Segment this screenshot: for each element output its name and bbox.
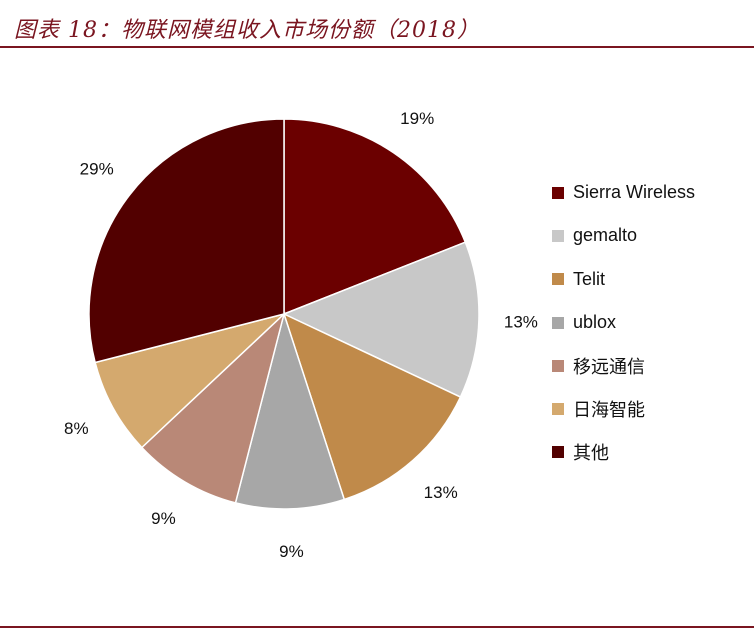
legend-item: Telit: [552, 258, 695, 301]
legend-label: ublox: [573, 312, 616, 333]
legend-swatch: [552, 403, 564, 415]
legend-label: 日海智能: [573, 396, 645, 422]
data-label-4: 9%: [279, 542, 304, 561]
legend-swatch: [552, 446, 564, 458]
legend-swatch: [552, 230, 564, 242]
legend-item: 其他: [552, 431, 695, 474]
legend-label: Telit: [573, 269, 605, 290]
legend-item: gemalto: [552, 214, 695, 257]
title-bar: 图表 18：物联网模组收入市场份额（2018）: [0, 0, 754, 48]
data-label-6: 8%: [64, 419, 89, 438]
legend-swatch: [552, 360, 564, 372]
pie-slices: [89, 119, 479, 509]
legend-item: 日海智能: [552, 387, 695, 430]
legend-item: ublox: [552, 301, 695, 344]
legend-swatch: [552, 317, 564, 329]
legend-swatch: [552, 273, 564, 285]
legend-label: Sierra Wireless: [573, 182, 695, 203]
data-label-3: 13%: [424, 483, 458, 502]
legend-label: 移远通信: [573, 353, 645, 379]
chart-title: 图表 18：物联网模组收入市场份额（2018）: [14, 12, 480, 44]
legend-label: gemalto: [573, 225, 637, 246]
data-label-2: 13%: [504, 312, 538, 331]
data-label-7: 29%: [80, 160, 114, 179]
bottom-rule: [0, 626, 754, 628]
data-label-5: 9%: [151, 509, 176, 528]
data-label-1: 19%: [400, 109, 434, 128]
legend-label: 其他: [573, 439, 609, 465]
legend-swatch: [552, 187, 564, 199]
legend-item: 移远通信: [552, 344, 695, 387]
legend-item: Sierra Wireless: [552, 171, 695, 214]
legend: Sierra Wireless gemalto Telit ublox 移远通信日海智能…: [552, 171, 695, 474]
